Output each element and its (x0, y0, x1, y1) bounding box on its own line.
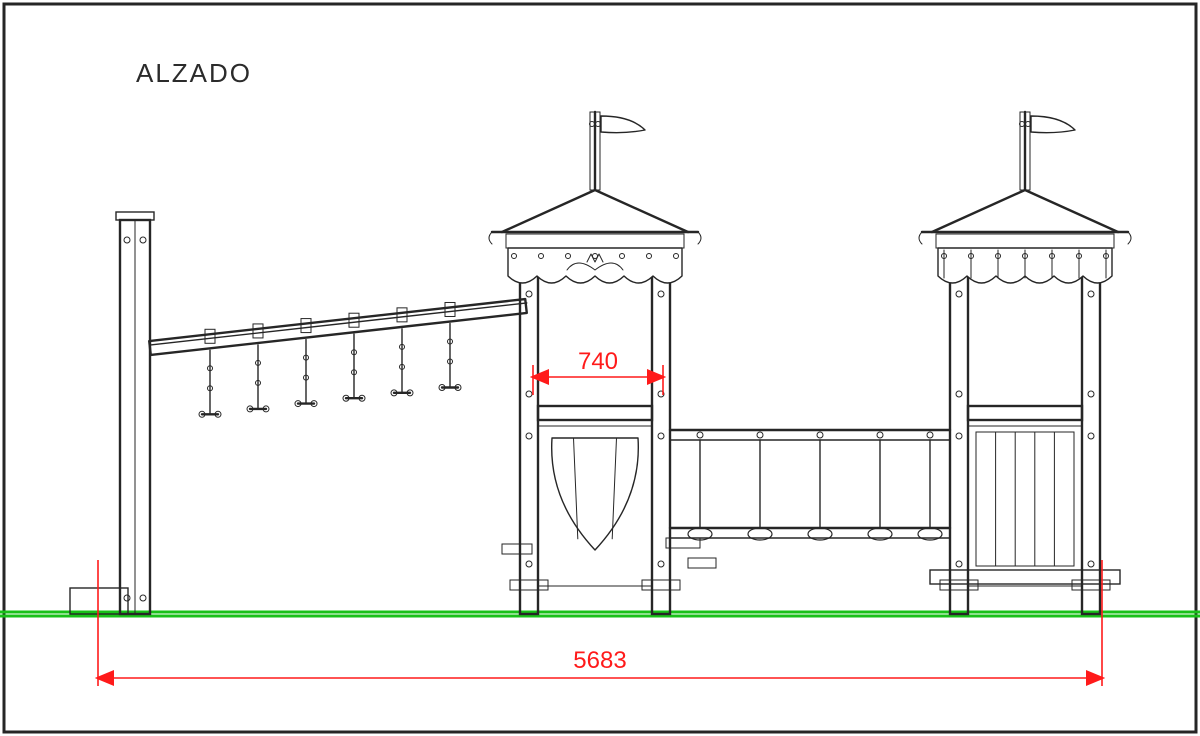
dim-overall-label: 5683 (573, 647, 626, 674)
monkey-bar (70, 212, 527, 614)
title-label: ALZADO (136, 58, 252, 88)
dim-tower-width-label: 740 (578, 348, 618, 375)
bridge (670, 430, 950, 540)
tower-b (919, 112, 1131, 614)
